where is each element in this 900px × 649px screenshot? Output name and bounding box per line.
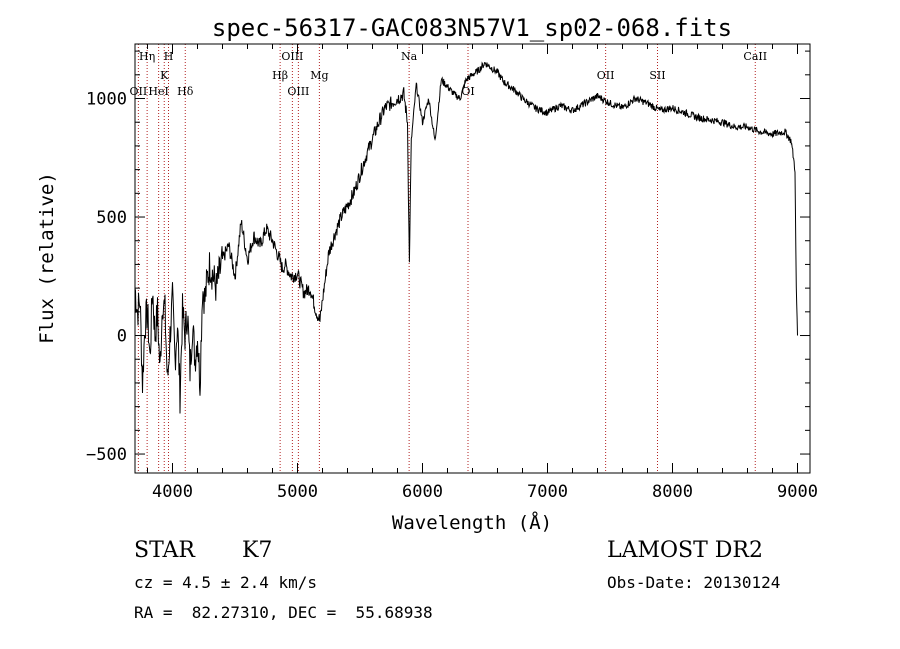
x-tick-label: 9000 — [777, 482, 818, 502]
spectral-line-label: Hη — [139, 50, 155, 63]
y-tick-label: 500 — [96, 208, 127, 228]
y-axis-label: Flux (relative) — [36, 172, 58, 344]
object-type: STAR — [134, 538, 195, 563]
spectral-line-label: H — [164, 50, 174, 63]
spectral-line-label: OI — [461, 85, 474, 98]
x-tick-label: 8000 — [652, 482, 693, 502]
survey-name: LAMOST DR2 — [607, 538, 763, 563]
spectral-line-label: K — [160, 69, 169, 82]
plot-frame — [134, 43, 811, 474]
spectrum-series-line — [134, 61, 798, 414]
observation-date: Obs-Date: 20130124 — [607, 573, 781, 592]
spectral-line-label: OIII — [281, 50, 303, 63]
spectral-line-label: Hβ — [272, 69, 288, 82]
coordinates: RA = 82.27310, DEC = 55.68938 — [134, 603, 433, 622]
spectral-line-label: OII — [597, 69, 615, 82]
x-tick-label: 4000 — [152, 482, 193, 502]
spectral-line-label: Mg — [310, 69, 328, 82]
spectral-line-label: OII — [130, 85, 148, 98]
x-tick-label: 6000 — [402, 482, 443, 502]
x-tick-label: 7000 — [527, 482, 568, 502]
spectral-line-label: OIII — [287, 85, 309, 98]
x-tick-label: 5000 — [277, 482, 318, 502]
spectral-line-label: HeI — [148, 85, 168, 98]
spectral-line-label: CaII — [743, 50, 767, 63]
spectral-line-label: Hδ — [177, 85, 194, 98]
chart-title: spec-56317-GAC083N57V1_sp02-068.fits — [212, 14, 732, 42]
spectral-line-label: SII — [649, 69, 665, 82]
object-subclass: K7 — [242, 538, 273, 563]
y-tick-label: −500 — [86, 445, 127, 465]
y-tick-label: 1000 — [86, 90, 127, 110]
x-axis-label: Wavelength (Å) — [392, 511, 552, 534]
redshift-cz: cz = 4.5 ± 2.4 km/s — [134, 573, 318, 592]
spectral-line-label: Na — [401, 50, 418, 63]
y-tick-label: 0 — [117, 327, 127, 347]
